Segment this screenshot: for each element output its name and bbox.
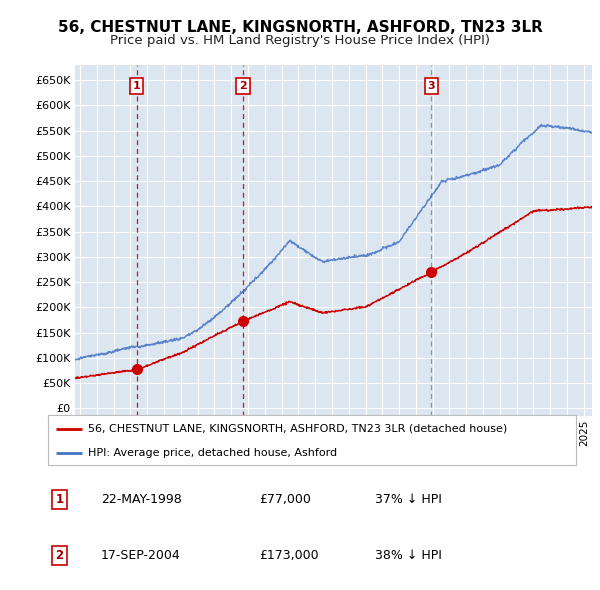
Text: 2: 2 xyxy=(56,549,64,562)
Text: HPI: Average price, detached house, Ashford: HPI: Average price, detached house, Ashf… xyxy=(88,447,337,457)
Text: 17-SEP-2004: 17-SEP-2004 xyxy=(101,549,181,562)
Text: 37% ↓ HPI: 37% ↓ HPI xyxy=(376,493,442,506)
Text: 56, CHESTNUT LANE, KINGSNORTH, ASHFORD, TN23 3LR (detached house): 56, CHESTNUT LANE, KINGSNORTH, ASHFORD, … xyxy=(88,424,507,434)
Text: 2: 2 xyxy=(239,81,247,91)
Text: £173,000: £173,000 xyxy=(259,549,319,562)
Text: 1: 1 xyxy=(133,81,140,91)
Text: 22-MAY-1998: 22-MAY-1998 xyxy=(101,493,182,506)
Text: £77,000: £77,000 xyxy=(259,493,311,506)
Text: 38% ↓ HPI: 38% ↓ HPI xyxy=(376,549,442,562)
Text: Price paid vs. HM Land Registry's House Price Index (HPI): Price paid vs. HM Land Registry's House … xyxy=(110,34,490,47)
Text: 3: 3 xyxy=(428,81,436,91)
Text: 56, CHESTNUT LANE, KINGSNORTH, ASHFORD, TN23 3LR: 56, CHESTNUT LANE, KINGSNORTH, ASHFORD, … xyxy=(58,20,542,35)
Text: 1: 1 xyxy=(56,493,64,506)
